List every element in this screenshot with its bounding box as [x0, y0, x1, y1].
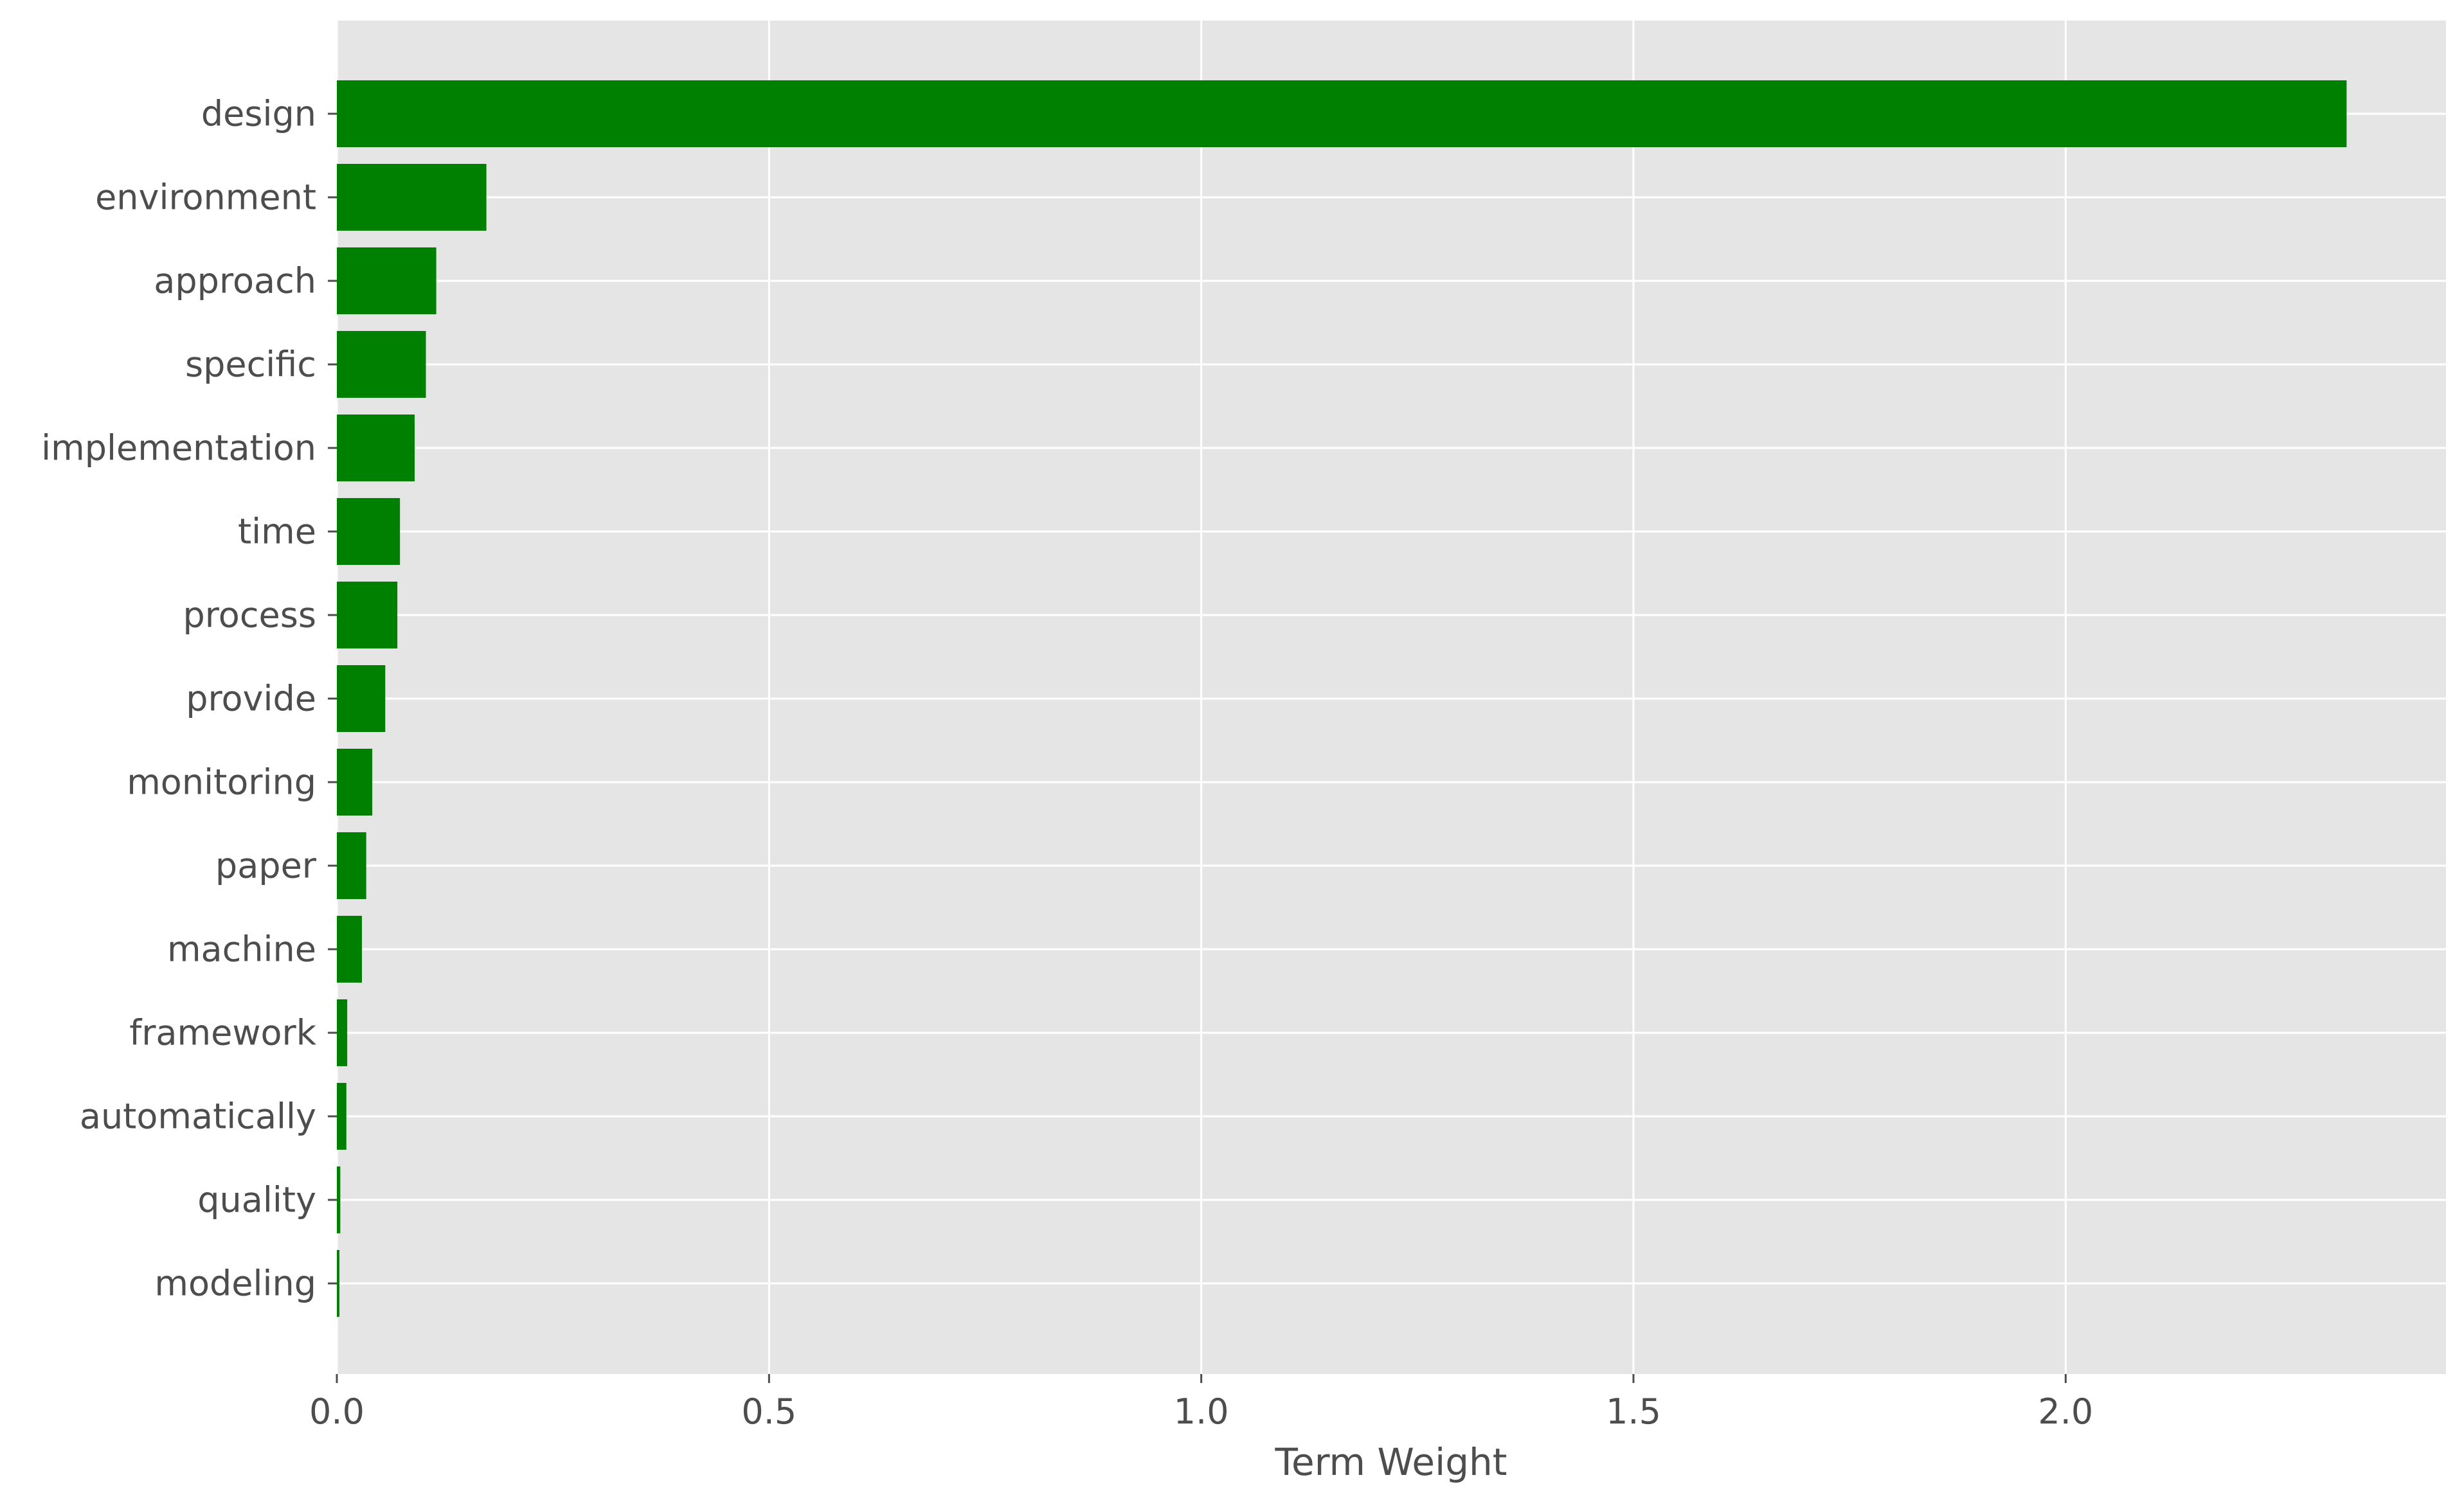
- bar-approach: [337, 247, 436, 314]
- bar-environment: [337, 164, 487, 231]
- y-tick-label-implementation: implementation: [41, 428, 316, 469]
- y-tick-label-approach: approach: [154, 261, 316, 301]
- y-tick-label-modeling: modeling: [154, 1263, 316, 1304]
- bar-framework: [337, 999, 348, 1066]
- x-tick-label: 0.0: [309, 1391, 364, 1432]
- bar-paper: [337, 832, 366, 899]
- bar-implementation: [337, 415, 415, 481]
- bars: [337, 80, 2347, 1317]
- bar-time: [337, 498, 400, 565]
- y-tick-label-time: time: [238, 512, 316, 552]
- bar-provide: [337, 665, 386, 732]
- y-tick-label-machine: machine: [167, 929, 316, 970]
- bar-monitoring: [337, 749, 373, 816]
- y-tick-label-environment: environment: [95, 177, 316, 218]
- x-tick-label: 1.5: [1606, 1391, 1661, 1432]
- y-tick-label-design: design: [201, 94, 316, 134]
- bar-machine: [337, 916, 362, 983]
- bar-process: [337, 582, 398, 648]
- y-axis-ticks: design environment approach specific impleme…: [41, 94, 337, 1304]
- y-tick-label-specific: specific: [185, 344, 316, 385]
- y-tick-label-process: process: [183, 595, 316, 636]
- y-tick-label-monitoring: monitoring: [127, 762, 316, 803]
- plot-area-background: [337, 21, 2446, 1374]
- bar-quality: [337, 1166, 341, 1233]
- x-tick-label: 0.5: [741, 1391, 796, 1432]
- bar-automatically: [337, 1083, 346, 1150]
- y-tick-label-automatically: automatically: [80, 1096, 316, 1137]
- x-tick-label: 2.0: [2038, 1391, 2093, 1432]
- y-tick-label-framework: framework: [129, 1013, 317, 1053]
- y-tick-label-quality: quality: [197, 1180, 316, 1220]
- y-tick-label-paper: paper: [215, 846, 317, 886]
- x-axis-ticks: 0.0 0.5 1.0 1.5 2.0: [309, 1374, 2093, 1432]
- x-axis-title: Term Weight: [1274, 1440, 1507, 1484]
- bar-modeling: [337, 1250, 340, 1317]
- x-tick-label: 1.0: [1174, 1391, 1229, 1432]
- bar-specific: [337, 331, 426, 398]
- bar-design: [337, 80, 2347, 147]
- y-tick-label-provide: provide: [186, 679, 316, 719]
